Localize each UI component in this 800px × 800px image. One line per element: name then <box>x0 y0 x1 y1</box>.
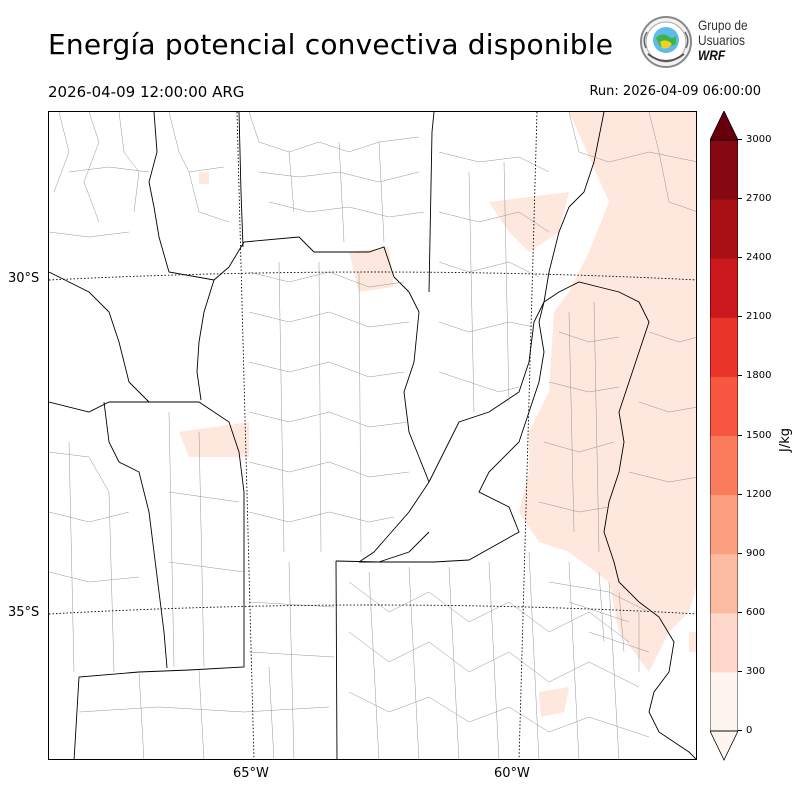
graticule <box>49 112 696 759</box>
department-borders <box>49 112 696 759</box>
colorbar-band <box>710 553 738 614</box>
logo-line-2: Usuarios <box>698 32 745 48</box>
colorbar-band <box>710 612 738 673</box>
cape-shading <box>179 112 696 717</box>
colorbar-band <box>710 317 738 377</box>
colorbar-band <box>710 258 738 318</box>
province-borders <box>49 112 650 759</box>
map-title: Energía potencial convectiva disponible <box>48 28 614 61</box>
colorbar-tick-label: 1800 <box>738 370 771 381</box>
colorbar-segments <box>710 140 738 732</box>
valid-time: 2026-04-09 12:00:00 ARG <box>48 83 245 101</box>
logo-line-3: WRF <box>698 47 726 63</box>
colorbar-band <box>710 494 738 555</box>
lat-label-35s: 35°S <box>8 605 40 620</box>
colorbar-tick-label: 3000 <box>738 134 771 145</box>
colorbar-tick-label: 600 <box>738 607 765 618</box>
colorbar-tick-label: 2400 <box>738 252 771 263</box>
logo-line-1: Grupo de <box>698 17 748 33</box>
colorbar-band <box>710 376 738 436</box>
colorbar-ticks: 3000 2700 2400 2100 1800 1500 1200 900 600 300 0 <box>738 111 778 761</box>
wrf-group-logo: Grupo de Usuarios WRF <box>638 14 758 74</box>
map-canvas <box>49 112 696 759</box>
colorbar-frame <box>710 139 738 732</box>
colorbar-band <box>710 140 738 200</box>
colorbar-band <box>710 671 738 732</box>
colorbar-band <box>710 199 738 259</box>
colorbar-min-triangle <box>710 730 738 761</box>
run-time: Run: 2026-04-09 06:00:00 <box>589 84 761 99</box>
lon-label-65w: 65°W <box>233 766 269 781</box>
colorbar-tick-label: 0 <box>738 725 752 736</box>
colorbar-tick-label: 900 <box>738 548 765 559</box>
coastline <box>613 561 696 759</box>
colorbar-unit-label: J/kg <box>778 428 793 452</box>
colorbar-band <box>710 435 738 496</box>
lat-label-30s: 30°S <box>8 271 40 286</box>
map-panel[interactable] <box>48 111 697 760</box>
colorbar-tick-label: 2100 <box>738 311 771 322</box>
colorbar <box>710 111 738 761</box>
colorbar-tick-label: 2700 <box>738 193 771 204</box>
lon-label-60w: 60°W <box>494 766 530 781</box>
colorbar-tick-label: 300 <box>738 666 765 677</box>
globe-emblem-icon <box>640 16 692 68</box>
colorbar-tick-label: 1500 <box>738 430 771 441</box>
colorbar-tick-label: 1200 <box>738 489 771 500</box>
colorbar-max-triangle <box>710 111 738 141</box>
